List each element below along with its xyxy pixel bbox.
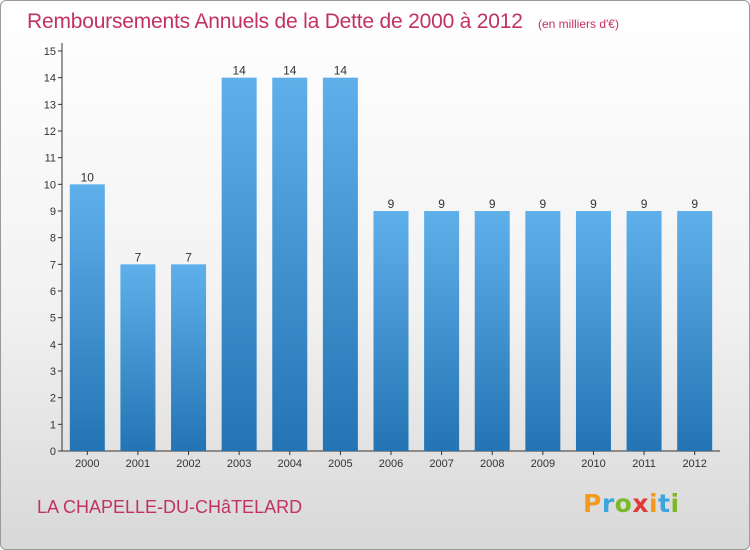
proxiti-logo[interactable]: Proxiti — [583, 489, 680, 518]
value-label: 9 — [590, 197, 597, 211]
y-tick-label: 3 — [50, 366, 56, 378]
value-label: 9 — [489, 197, 496, 211]
y-tick-label: 5 — [50, 313, 56, 325]
value-label: 7 — [135, 250, 142, 264]
x-tick-label: 2004 — [278, 458, 302, 470]
bar — [373, 211, 409, 451]
value-label: 9 — [691, 197, 698, 211]
y-tick-label: 12 — [44, 126, 56, 138]
commune-name: LA CHAPELLE-DU-CHâTELARD — [37, 497, 303, 517]
x-tick-label: 2007 — [429, 458, 453, 470]
x-tick-label: 2005 — [328, 458, 352, 470]
bar — [677, 211, 713, 451]
bar — [69, 184, 105, 452]
x-tick-label: 2001 — [126, 458, 150, 470]
labels: 0123456789101112131415200010200172002720… — [44, 46, 707, 470]
value-label: 9 — [388, 197, 395, 211]
x-tick-label: 2000 — [75, 458, 99, 470]
y-tick-label: 4 — [50, 339, 56, 351]
bar — [120, 264, 156, 451]
bar — [221, 77, 257, 452]
value-label: 9 — [540, 197, 547, 211]
y-tick-label: 2 — [50, 393, 56, 405]
x-tick-label: 2010 — [581, 458, 605, 470]
x-tick-label: 2006 — [379, 458, 403, 470]
value-label: 10 — [81, 170, 95, 184]
value-label: 9 — [641, 197, 648, 211]
bar — [322, 77, 358, 452]
bar — [171, 264, 207, 451]
x-tick-label: 2009 — [531, 458, 555, 470]
bar — [575, 211, 611, 451]
x-tick-label: 2002 — [176, 458, 200, 470]
y-tick-label: 6 — [50, 286, 56, 298]
value-label: 9 — [438, 197, 445, 211]
x-tick-label: 2003 — [227, 458, 251, 470]
x-tick-label: 2008 — [480, 458, 504, 470]
bar — [424, 211, 460, 451]
y-tick-label: 8 — [50, 233, 56, 245]
y-tick-label: 7 — [50, 259, 56, 271]
value-label: 14 — [283, 64, 297, 78]
chart-title: Remboursements Annuels de la Dette de 20… — [27, 10, 523, 33]
x-tick-label: 2012 — [682, 458, 706, 470]
bar — [626, 211, 662, 451]
y-tick-label: 10 — [44, 179, 56, 191]
value-label: 7 — [185, 250, 192, 264]
bar — [525, 211, 561, 451]
y-tick-label: 15 — [44, 46, 56, 58]
y-tick-label: 1 — [50, 419, 56, 431]
y-tick-label: 13 — [44, 99, 56, 111]
y-tick-label: 0 — [50, 446, 56, 458]
chart-unit: (en milliers d'€) — [538, 17, 619, 31]
y-tick-label: 11 — [45, 153, 56, 165]
x-tick-label: 2011 — [632, 458, 656, 470]
bar — [474, 211, 510, 451]
value-label: 14 — [334, 64, 348, 78]
value-label: 14 — [232, 64, 246, 78]
y-tick-label: 14 — [44, 73, 56, 85]
bars — [69, 77, 713, 452]
y-tick-label: 9 — [50, 206, 56, 218]
bar — [272, 77, 308, 452]
